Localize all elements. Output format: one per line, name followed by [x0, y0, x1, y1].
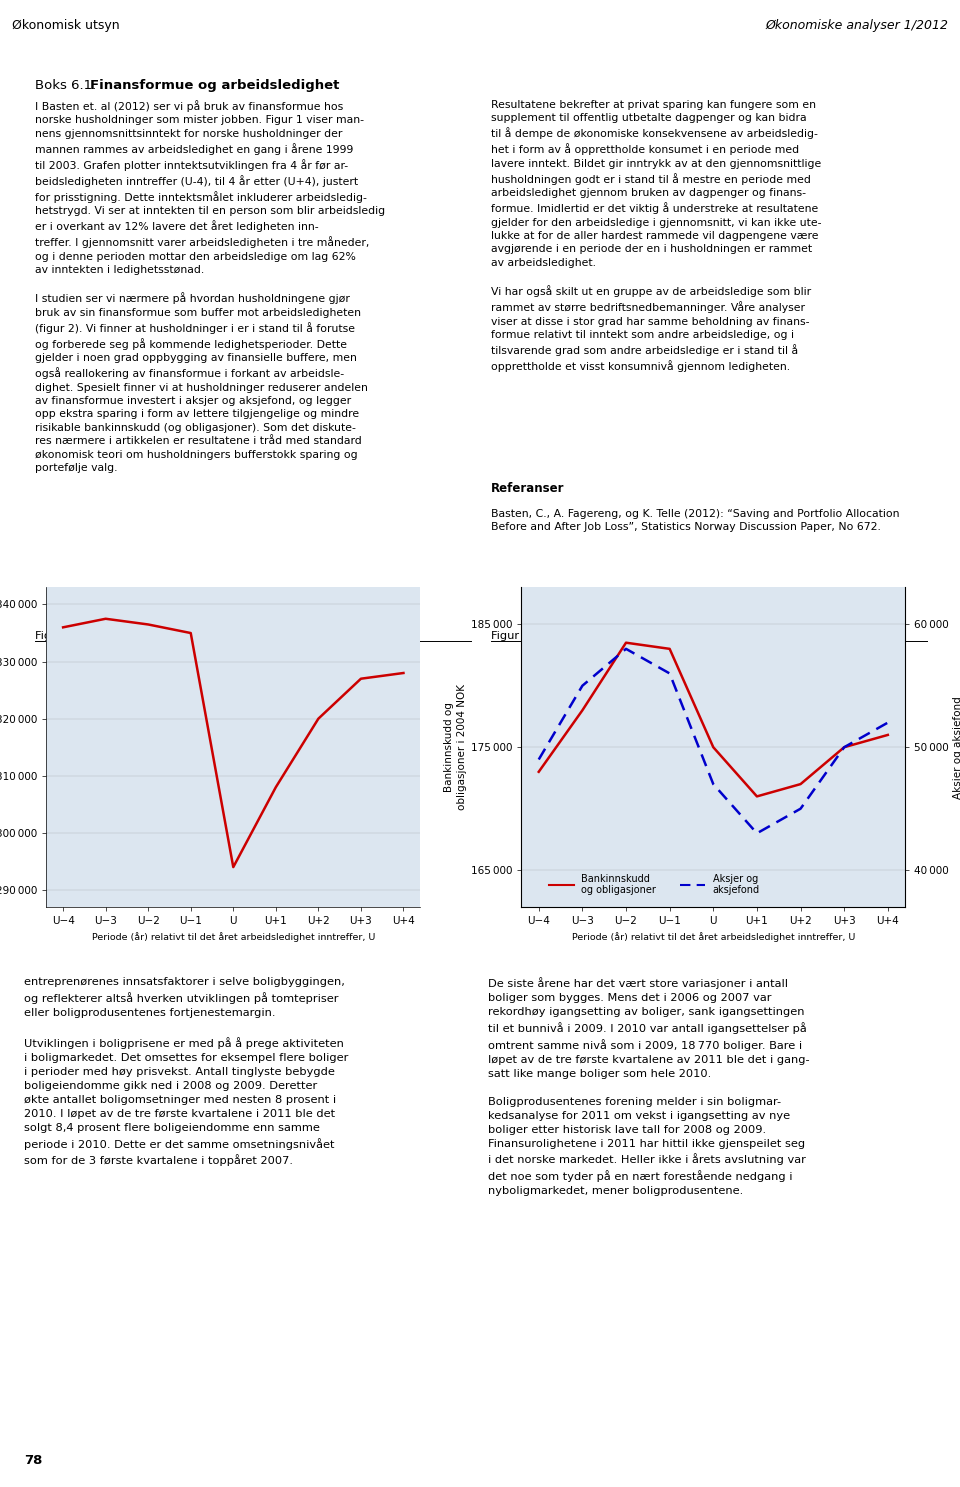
- Text: I Basten et. al (2012) ser vi på bruk av finansformue hos
norske husholdninger s: I Basten et. al (2012) ser vi på bruk av…: [35, 100, 385, 473]
- Text: 78: 78: [24, 1454, 42, 1466]
- Text: Finansformue og arbeidsledighet: Finansformue og arbeidsledighet: [89, 79, 339, 92]
- Text: Bankinnskudd, obligasjoner, aksjer og aksjefond: Bankinnskudd, obligasjoner, aksjer og ak…: [533, 630, 846, 641]
- Text: Basten, C., A. Fagereng, og K. Telle (2012): “Saving and Portfolio Allocation
Be: Basten, C., A. Fagereng, og K. Telle (20…: [491, 509, 900, 532]
- Legend: Bankinnskudd
og obligasjoner, Aksjer og
aksjefond: Bankinnskudd og obligasjoner, Aksjer og …: [545, 870, 763, 900]
- Text: Referanser: Referanser: [491, 482, 564, 495]
- Text: Boks 6.1.: Boks 6.1.: [35, 79, 101, 92]
- Text: entreprenørenes innsatsfaktorer i selve boligbyggingen,
og reflekterer altså hve: entreprenørenes innsatsfaktorer i selve …: [24, 977, 348, 1166]
- X-axis label: Periode (år) relativt til det året arbeidsledighet inntreffer, U: Periode (år) relativt til det året arbei…: [571, 932, 855, 941]
- Text: Resultatene bekrefter at privat sparing kan fungere som en
supplement til offent: Resultatene bekrefter at privat sparing …: [491, 100, 822, 372]
- Text: Figur 2.: Figur 2.: [491, 630, 537, 641]
- Text: De siste årene har det vært store variasjoner i antall
boliger som bygges. Mens : De siste årene har det vært store varias…: [488, 977, 809, 1197]
- Text: Figur 1.: Figur 1.: [35, 630, 82, 641]
- Y-axis label: Aksjer og aksjefond
i 2004 NOK: Aksjer og aksjefond i 2004 NOK: [953, 696, 960, 799]
- Text: Økonomisk utsyn: Økonomisk utsyn: [12, 18, 119, 31]
- Text: Pensjonsgivende inntekt: Pensjonsgivende inntekt: [77, 630, 237, 641]
- Text: Økonomiske analyser 1/2012: Økonomiske analyser 1/2012: [765, 18, 948, 31]
- X-axis label: Periode (år) relativt til det året arbeidsledighet inntreffer, U: Periode (år) relativt til det året arbei…: [91, 932, 375, 941]
- Y-axis label: Bankinnskudd og
obligasjoner i 2004 NOK: Bankinnskudd og obligasjoner i 2004 NOK: [444, 684, 467, 810]
